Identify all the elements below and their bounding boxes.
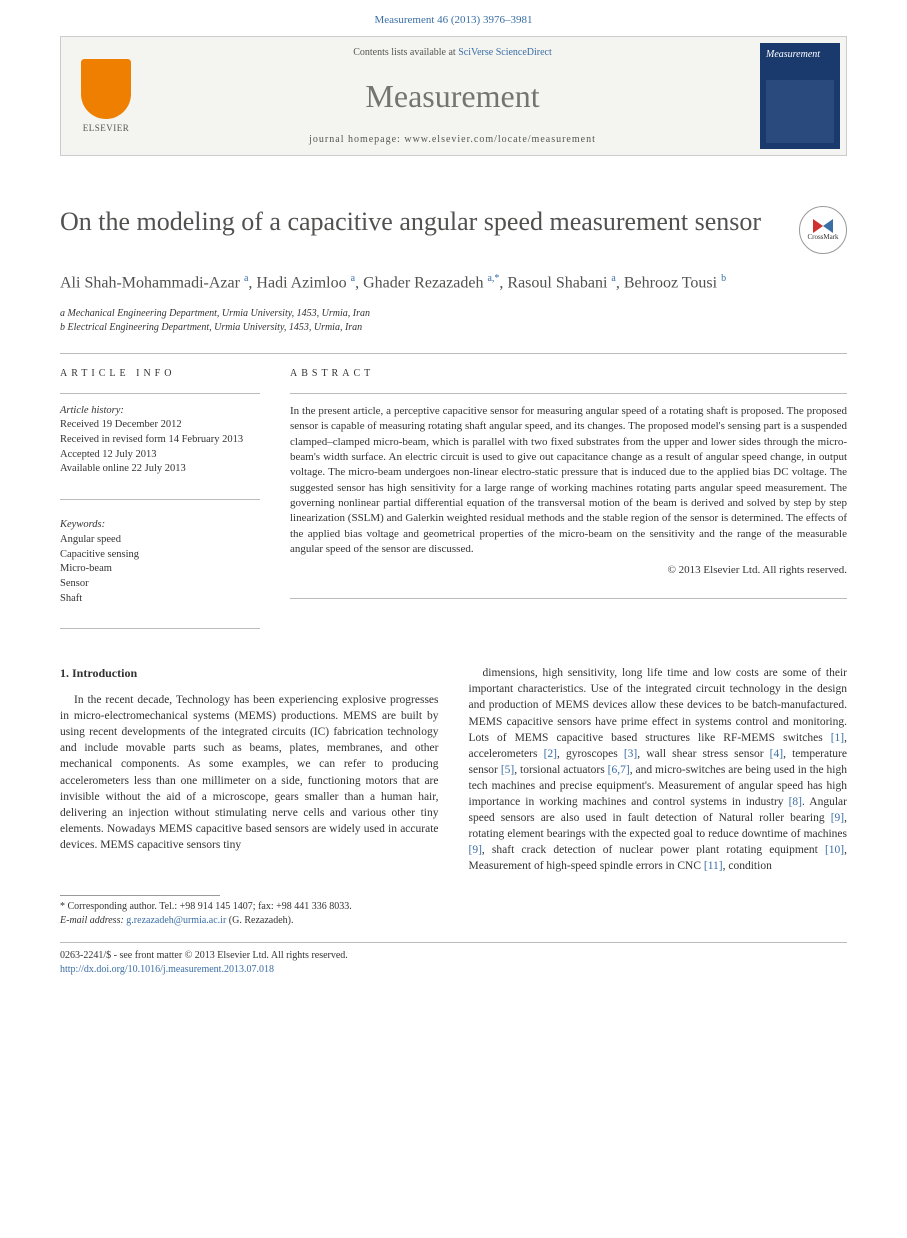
journal-header-box: ELSEVIER Contents lists available at Sci… xyxy=(60,36,847,156)
cover-body xyxy=(766,80,834,143)
homepage-line: journal homepage: www.elsevier.com/locat… xyxy=(309,134,596,145)
history-line: Accepted 12 July 2013 xyxy=(60,448,260,463)
sciencedirect-link[interactable]: SciVerse ScienceDirect xyxy=(458,47,552,58)
corresponding-email-line: E-mail address: g.rezazadeh@urmia.ac.ir … xyxy=(60,914,847,928)
email-label: E-mail address: xyxy=(60,915,126,926)
divider xyxy=(60,628,260,629)
email-suffix: (G. Rezazadeh). xyxy=(229,915,294,926)
article-title: On the modeling of a capacitive angular … xyxy=(60,206,783,239)
body-two-column: 1. Introduction In the recent decade, Te… xyxy=(60,665,847,874)
history-line: Received 19 December 2012 xyxy=(60,418,260,433)
page-footer: 0263-2241/$ - see front matter © 2013 El… xyxy=(60,942,847,977)
affiliation: a Mechanical Engineering Department, Urm… xyxy=(60,307,847,321)
divider xyxy=(290,598,847,599)
intro-paragraph: dimensions, high sensitivity, long life … xyxy=(469,665,848,874)
elsevier-label: ELSEVIER xyxy=(83,123,130,133)
crossmark-icon xyxy=(813,219,833,233)
article-info-column: ARTICLE INFO Article history: Received 1… xyxy=(60,368,260,630)
history-line: Received in revised form 14 February 201… xyxy=(60,433,260,448)
keywords-block: Keywords: Angular speed Capacitive sensi… xyxy=(60,518,260,629)
header-citation: Measurement 46 (2013) 3976–3981 xyxy=(0,0,907,36)
article-header: On the modeling of a capacitive angular … xyxy=(60,206,847,629)
email-link[interactable]: g.rezazadeh@urmia.ac.ir xyxy=(126,915,226,926)
section-heading-intro: 1. Introduction xyxy=(60,665,439,682)
divider xyxy=(60,353,847,354)
footnote-separator xyxy=(60,895,220,896)
info-abstract-row: ARTICLE INFO Article history: Received 1… xyxy=(60,368,847,630)
elsevier-logo: ELSEVIER xyxy=(61,37,151,155)
elsevier-tree-icon xyxy=(81,59,131,119)
history-label: Article history: xyxy=(60,404,260,419)
history-line: Available online 22 July 2013 xyxy=(60,462,260,477)
abstract-text: In the present article, a perceptive cap… xyxy=(290,393,847,558)
divider xyxy=(60,499,260,500)
affiliation: b Electrical Engineering Department, Urm… xyxy=(60,321,847,335)
crossmark-badge[interactable]: CrossMark xyxy=(799,206,847,254)
abstract-heading: ABSTRACT xyxy=(290,368,847,379)
contents-prefix: Contents lists available at xyxy=(353,47,458,58)
keyword: Capacitive sensing xyxy=(60,548,260,563)
homepage-url[interactable]: www.elsevier.com/locate/measurement xyxy=(404,134,596,145)
title-row: On the modeling of a capacitive angular … xyxy=(60,206,847,254)
journal-cover-thumbnail: Measurement xyxy=(760,43,840,149)
abstract-column: ABSTRACT In the present article, a perce… xyxy=(290,368,847,630)
keyword: Shaft xyxy=(60,592,260,607)
keyword: Sensor xyxy=(60,577,260,592)
article-info-heading: ARTICLE INFO xyxy=(60,368,260,379)
front-matter-line: 0263-2241/$ - see front matter © 2013 El… xyxy=(60,949,847,963)
affiliations: a Mechanical Engineering Department, Urm… xyxy=(60,307,847,335)
journal-title: Measurement xyxy=(365,78,539,115)
contents-list-line: Contents lists available at SciVerse Sci… xyxy=(353,47,552,58)
cover-title: Measurement xyxy=(766,49,834,60)
keyword: Micro-beam xyxy=(60,562,260,577)
authors-line: Ali Shah-Mohammadi-Azar a, Hadi Azimloo … xyxy=(60,272,847,295)
homepage-prefix: journal homepage: xyxy=(309,134,404,145)
copyright-line: © 2013 Elsevier Ltd. All rights reserved… xyxy=(290,564,847,576)
keywords-label: Keywords: xyxy=(60,518,260,533)
crossmark-label: CrossMark xyxy=(807,233,838,241)
doi-link[interactable]: http://dx.doi.org/10.1016/j.measurement.… xyxy=(60,963,847,977)
intro-paragraph: In the recent decade, Technology has bee… xyxy=(60,692,439,853)
article-history-block: Article history: Received 19 December 20… xyxy=(60,393,260,500)
keyword: Angular speed xyxy=(60,533,260,548)
corresponding-author: * Corresponding author. Tel.: +98 914 14… xyxy=(60,900,847,928)
journal-center: Contents lists available at SciVerse Sci… xyxy=(151,37,754,155)
corresponding-tel: * Corresponding author. Tel.: +98 914 14… xyxy=(60,900,847,914)
